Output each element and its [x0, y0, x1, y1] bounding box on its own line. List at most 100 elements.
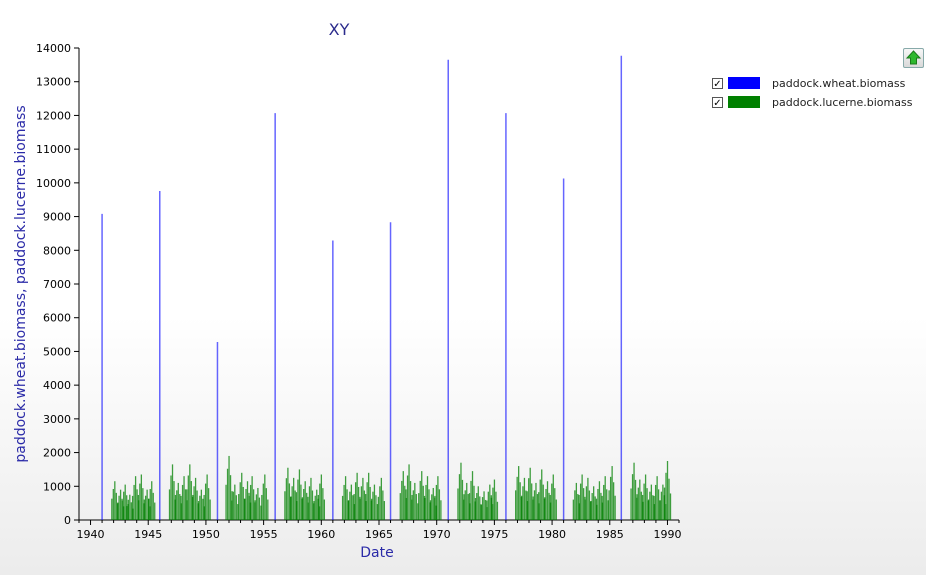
legend-checkbox-wheat[interactable]: ✓: [712, 77, 723, 90]
lucerne-bar: [200, 489, 203, 520]
legend-item-lucerne[interactable]: ✓ paddock.lucerne.biomass: [712, 93, 912, 111]
lucerne-bar: [425, 484, 427, 520]
lucerne-bar: [604, 476, 606, 520]
lucerne-bar: [426, 476, 429, 520]
lucerne-bar: [611, 466, 613, 520]
lucerne-bar: [405, 489, 407, 520]
lucerne-bar: [357, 486, 360, 520]
lucerne-bar: [136, 489, 138, 520]
lucerne-bar: [587, 477, 589, 520]
lucerne-bar: [372, 491, 374, 520]
lucerne-bar: [369, 486, 371, 520]
lucerne-bar: [149, 488, 151, 520]
lucerne-bar: [593, 486, 595, 520]
lucerne-bar: [554, 488, 556, 520]
lucerne-bar: [523, 477, 526, 520]
lucerne-bar: [173, 481, 175, 520]
lucerne-bar: [225, 484, 227, 520]
lucerne-bar: [251, 476, 253, 520]
lucerne-bar: [197, 503, 200, 520]
lucerne-bar: [231, 500, 233, 520]
lucerne-bar: [437, 476, 439, 520]
y-tick-label: 8000: [43, 244, 71, 257]
lucerne-bar: [130, 502, 132, 520]
lucerne-bar: [123, 491, 125, 520]
lucerne-bar: [111, 498, 113, 520]
lucerne-bar: [572, 499, 575, 520]
lucerne-bar: [366, 482, 368, 520]
lucerne-bar: [248, 495, 250, 520]
lucerne-bar: [258, 497, 261, 520]
lucerne-bar: [126, 506, 128, 520]
lucerne-bar: [308, 486, 311, 520]
x-tick-label: 1980: [538, 528, 566, 541]
lucerne-bar: [322, 488, 324, 520]
lucerne-bar: [574, 490, 576, 520]
lucerne-bar: [477, 486, 479, 520]
lucerne-bar: [194, 477, 197, 520]
legend-label-wheat: paddock.wheat.biomass: [772, 76, 906, 90]
lucerne-bar: [237, 504, 239, 520]
lucerne-bar: [298, 469, 301, 520]
lucerne-bar: [204, 483, 207, 520]
y-tick-label: 11000: [36, 143, 71, 156]
lucerne-bar: [650, 484, 653, 520]
lucerne-bar: [287, 467, 289, 520]
lucerne-bar: [473, 485, 475, 520]
lucerne-bar: [522, 486, 524, 520]
export-button[interactable]: [903, 48, 924, 68]
lucerne-bar: [203, 494, 205, 520]
lucerne-bar: [422, 485, 424, 520]
lucerne-bar: [319, 483, 321, 520]
lucerne-bar: [171, 464, 174, 520]
lucerne-bar: [412, 490, 414, 520]
lucerne-bar: [659, 500, 661, 520]
lucerne-bar: [347, 500, 350, 520]
lucerne-bar: [649, 491, 651, 520]
lucerne-bar: [379, 486, 381, 520]
lucerne-bar: [461, 479, 464, 520]
legend-checkbox-lucerne[interactable]: ✓: [712, 96, 723, 109]
lucerne-bar: [594, 496, 596, 520]
lucerne-bar: [154, 502, 156, 520]
lucerne-bar: [144, 495, 147, 520]
lucerne-bar: [241, 472, 243, 520]
x-tick-label: 1975: [480, 528, 508, 541]
lucerne-bar: [402, 471, 404, 520]
lucerne-bar: [612, 482, 615, 520]
lucerne-bar: [137, 494, 140, 520]
lucerne-bar: [669, 493, 672, 520]
lucerne-bar: [206, 474, 208, 520]
lucerne-bar: [294, 490, 296, 520]
x-tick-label: 1985: [596, 528, 624, 541]
lucerne-bar: [578, 494, 580, 520]
lucerne-bar: [307, 496, 309, 520]
lucerne-bar: [479, 496, 481, 520]
chart-title: XY: [329, 20, 350, 39]
lucerne-bar: [209, 499, 211, 520]
lucerne-bar: [186, 489, 188, 520]
lucerne-bar: [383, 501, 386, 520]
lucerne-bar: [190, 481, 192, 520]
lucerne-bar: [458, 474, 461, 520]
lucerne-bar: [288, 483, 291, 520]
lucerne-bar: [603, 484, 605, 520]
lucerne-bar: [519, 482, 521, 520]
lucerne-bar: [183, 476, 185, 520]
legend-item-wheat[interactable]: ✓ paddock.wheat.biomass: [712, 74, 912, 92]
lucerne-bar: [575, 482, 578, 520]
lucerne-bar: [310, 477, 312, 520]
lucerne-bar: [267, 499, 269, 520]
lucerne-bar: [349, 491, 351, 520]
lucerne-bar: [481, 497, 484, 520]
lucerne-bar: [264, 474, 266, 520]
y-tick-label: 1000: [43, 480, 71, 493]
lucerne-bar: [646, 488, 648, 520]
lucerne-bar: [634, 479, 637, 520]
lucerne-bar: [631, 474, 634, 520]
y-tick-label: 0: [64, 514, 71, 527]
lucerne-bar: [290, 496, 292, 520]
lucerne-bar: [532, 499, 534, 520]
